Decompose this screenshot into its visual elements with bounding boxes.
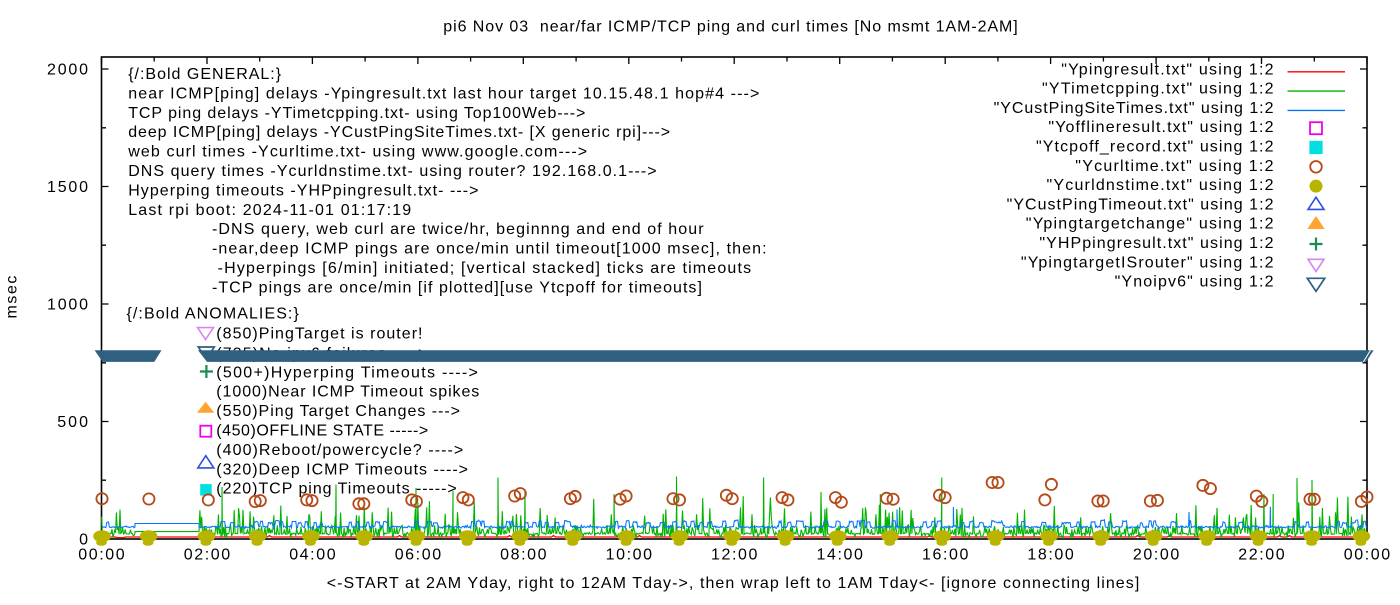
svg-text:deep ICMP[ping] delays -YCustP: deep ICMP[ping] delays -YCustPingSiteTim… [128,124,670,141]
svg-text:"YTimetcpping.txt" using 1:2: "YTimetcpping.txt" using 1:2 [1042,81,1274,98]
svg-text:pi6 Nov 03 near/far ICMP/TCP: pi6 Nov 03 near/far ICMP/TCP ping and cu… [443,19,1018,36]
svg-text:18:00: 18:00 [1027,547,1073,564]
svg-text:(850)PingTarget is router!: (850)PingTarget is router! [216,325,422,342]
svg-text:"Ypingresult.txt" using 1:2: "Ypingresult.txt" using 1:2 [1061,61,1273,78]
svg-text:(1000)Near ICMP Timeout spikes: (1000)Near ICMP Timeout spikes [216,384,479,401]
svg-text:TCP ping delays -YTimetcpping.: TCP ping delays -YTimetcpping.txt- using… [128,105,585,122]
svg-text:Hyperping timeouts -YHPpingres: Hyperping timeouts -YHPpingresult.txt- -… [128,182,478,199]
svg-text:10:00: 10:00 [606,547,652,564]
svg-text:06:00: 06:00 [395,547,441,564]
svg-text:00:00: 00:00 [78,547,124,564]
svg-text:{/:Bold GENERAL:}: {/:Bold GENERAL:} [128,66,282,83]
svg-text:"YCustPingTimeout.txt" using 1: "YCustPingTimeout.txt" using 1:2 [1007,196,1274,213]
svg-text:"Ycurldnstime.txt" using 1:2: "Ycurldnstime.txt" using 1:2 [1047,177,1274,194]
svg-text:"YCustPingSiteTimes.txt" using: "YCustPingSiteTimes.txt" using 1:2 [994,100,1274,117]
svg-text:(550)Ping Target Changes --->: (550)Ping Target Changes ---> [216,403,460,420]
svg-text:-Hyperpings [6/min] initiated;: -Hyperpings [6/min] initiated; [vertical… [218,260,752,277]
svg-text:"YpingtargetISrouter" using 1:: "YpingtargetISrouter" using 1:2 [1021,254,1274,271]
svg-text:2000: 2000 [47,61,88,78]
svg-text:14:00: 14:00 [817,547,863,564]
svg-text:"Yofflineresult.txt" using 1:2: "Yofflineresult.txt" using 1:2 [1048,119,1273,136]
svg-text:"Ytcpoff_record.txt" using 1:2: "Ytcpoff_record.txt" using 1:2 [1036,139,1274,156]
svg-text:20:00: 20:00 [1133,547,1179,564]
svg-text:(450)OFFLINE STATE ----->: (450)OFFLINE STATE -----> [216,423,428,440]
svg-text:Last rpi boot: 2024-11-01 01:1: Last rpi boot: 2024-11-01 01:17:19 [128,202,411,219]
svg-text:04:00: 04:00 [289,547,335,564]
svg-text:02:00: 02:00 [184,547,230,564]
svg-text:"Ynoipv6" using 1:2: "Ynoipv6" using 1:2 [1115,274,1274,291]
svg-text:web curl times -Ycurltime.txt-: web curl times -Ycurltime.txt- using www… [127,144,587,161]
svg-text:-TCP pings are once/min [if pl: -TCP pings are once/min [if plotted][use… [212,279,702,296]
svg-text:12:00: 12:00 [711,547,757,564]
svg-text:16:00: 16:00 [922,547,968,564]
svg-text:00:00: 00:00 [1344,547,1390,564]
svg-text:(320)Deep ICMP Timeouts ---->: (320)Deep ICMP Timeouts ----> [216,461,468,478]
svg-text:1000: 1000 [47,296,88,313]
svg-text:500: 500 [57,414,88,431]
svg-text:(400)Reboot/powercycle? ---->: (400)Reboot/powercycle? ----> [216,442,463,459]
svg-text:DNS query times -Ycurldnstime.: DNS query times -Ycurldnstime.txt- using… [128,163,656,180]
svg-text:22:00: 22:00 [1238,547,1284,564]
svg-text:"Ycurltime.txt" using 1:2: "Ycurltime.txt" using 1:2 [1075,158,1273,175]
svg-text:near ICMP[ping] delays -Ypingr: near ICMP[ping] delays -Ypingresult.txt … [128,85,759,102]
svg-text:msec: msec [4,276,21,319]
svg-text:(500+)Hyperping Timeouts ---->: (500+)Hyperping Timeouts ----> [216,364,478,381]
svg-text:08:00: 08:00 [500,547,546,564]
svg-text:"YHPpingresult.txt" using 1:2: "YHPpingresult.txt" using 1:2 [1039,235,1273,252]
svg-text:-DNS query, web curl are twice: -DNS query, web curl are twice/hr, begin… [212,221,704,238]
svg-text:0: 0 [79,531,88,548]
svg-text:"Ypingtargetchange" using 1:2: "Ypingtargetchange" using 1:2 [1026,216,1274,233]
svg-text:1500: 1500 [47,179,88,196]
svg-text:<-START at 2AM Yday, right to: <-START at 2AM Yday, right to 12AM Tday-… [327,575,1140,592]
svg-text:{/:Bold ANOMALIES:}: {/:Bold ANOMALIES:} [127,306,300,323]
svg-text:-near,deep ICMP pings are once: -near,deep ICMP pings are once/min until… [212,241,767,258]
